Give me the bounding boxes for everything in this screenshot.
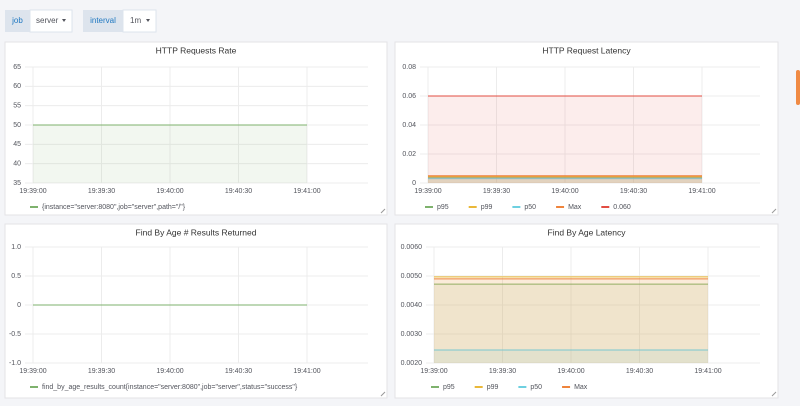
y-tick-label: 0.06 bbox=[402, 93, 416, 100]
x-tick-label: 19:40:00 bbox=[551, 188, 578, 195]
legend-label: 0.060 bbox=[613, 204, 631, 211]
series-area bbox=[434, 284, 708, 363]
variable-label: job bbox=[11, 16, 23, 25]
variable-label: interval bbox=[90, 16, 116, 25]
x-tick-label: 19:40:30 bbox=[225, 188, 252, 195]
variable-value[interactable]: server bbox=[36, 16, 59, 25]
panel-title: Find By Age Latency bbox=[548, 227, 627, 237]
x-tick-label: 19:40:00 bbox=[156, 188, 183, 195]
variable-dropdown[interactable] bbox=[29, 9, 73, 33]
series-area bbox=[434, 276, 708, 363]
y-tick-label: 65 bbox=[13, 64, 21, 71]
y-tick-label: 0.5 bbox=[11, 273, 21, 280]
legend-label: Max bbox=[568, 204, 582, 211]
y-tick-label: 50 bbox=[13, 122, 21, 129]
x-tick-label: 19:41:00 bbox=[293, 188, 320, 195]
panel-title: HTTP Request Latency bbox=[542, 45, 631, 55]
x-tick-label: 19:39:00 bbox=[19, 188, 46, 195]
scrollbar[interactable] bbox=[796, 70, 800, 105]
x-tick-label: 19:41:00 bbox=[688, 188, 715, 195]
series-area bbox=[428, 175, 702, 183]
x-tick-label: 19:39:00 bbox=[414, 188, 441, 195]
series-area bbox=[434, 278, 708, 363]
panel bbox=[394, 41, 779, 216]
x-tick-label: 19:39:30 bbox=[483, 188, 510, 195]
legend-label: p95 bbox=[437, 204, 449, 211]
y-tick-label: 0 bbox=[412, 180, 416, 187]
x-tick-label: 19:39:30 bbox=[88, 368, 115, 375]
x-tick-label: 19:39:00 bbox=[19, 368, 46, 375]
variable-label-box bbox=[83, 10, 123, 32]
legend-label: {instance="server:8080",job="server",pat… bbox=[42, 204, 186, 211]
legend-label: p50 bbox=[530, 384, 542, 391]
y-tick-label: 60 bbox=[13, 83, 21, 90]
legend-label: p99 bbox=[481, 204, 493, 211]
y-tick-label: 0.0040 bbox=[401, 302, 423, 309]
y-tick-label: -0.5 bbox=[9, 331, 21, 338]
x-tick-label: 19:39:30 bbox=[489, 368, 516, 375]
variable-label-box bbox=[5, 10, 30, 32]
y-tick-label: 1.0 bbox=[11, 244, 21, 251]
y-tick-label: 40 bbox=[13, 161, 21, 168]
panel-title: Find By Age # Results Returned bbox=[136, 227, 257, 237]
x-tick-label: 19:40:30 bbox=[620, 188, 647, 195]
y-tick-label: 45 bbox=[13, 141, 21, 148]
y-tick-label: 0.0050 bbox=[401, 273, 423, 280]
panel bbox=[4, 223, 388, 399]
x-tick-label: 19:40:00 bbox=[557, 368, 584, 375]
y-tick-label: 0.0030 bbox=[401, 331, 423, 338]
dropdown-caret bbox=[62, 19, 66, 22]
variable-dropdown[interactable] bbox=[122, 9, 157, 33]
series-area bbox=[428, 178, 702, 183]
series-area bbox=[428, 96, 702, 183]
legend-label: p95 bbox=[443, 384, 455, 391]
y-tick-label: 0.08 bbox=[402, 64, 416, 71]
legend-label: Max bbox=[574, 384, 588, 391]
x-tick-label: 19:41:00 bbox=[293, 368, 320, 375]
x-tick-label: 19:39:30 bbox=[88, 188, 115, 195]
resize-handle bbox=[380, 391, 386, 397]
x-tick-label: 19:40:30 bbox=[626, 368, 653, 375]
dropdown-caret bbox=[146, 19, 150, 22]
resize-handle bbox=[380, 208, 386, 214]
panel bbox=[394, 223, 779, 399]
resize-handle bbox=[771, 391, 777, 397]
y-tick-label: 35 bbox=[13, 180, 21, 187]
legend-label: p99 bbox=[487, 384, 499, 391]
x-tick-label: 19:41:00 bbox=[694, 368, 721, 375]
series-area bbox=[33, 125, 307, 183]
legend-label: p50 bbox=[524, 204, 536, 211]
y-tick-label: 0.0060 bbox=[401, 244, 423, 251]
x-tick-label: 19:39:00 bbox=[420, 368, 447, 375]
resize-handle bbox=[771, 208, 777, 214]
y-tick-label: 55 bbox=[13, 103, 21, 110]
y-tick-label: 0.04 bbox=[402, 122, 416, 129]
x-tick-label: 19:40:30 bbox=[225, 368, 252, 375]
panel-title: HTTP Requests Rate bbox=[156, 45, 237, 55]
series-area bbox=[428, 176, 702, 183]
variable-value[interactable]: 1m bbox=[130, 16, 141, 25]
series-area bbox=[434, 349, 708, 363]
y-tick-label: 0 bbox=[17, 302, 21, 309]
legend-label: find_by_age_results_count{instance="serv… bbox=[42, 384, 298, 391]
x-tick-label: 19:40:00 bbox=[156, 368, 183, 375]
y-tick-label: 0.0020 bbox=[401, 360, 423, 367]
panel bbox=[4, 41, 388, 216]
y-tick-label: 0.02 bbox=[402, 151, 416, 158]
y-tick-label: -1.0 bbox=[9, 360, 21, 367]
